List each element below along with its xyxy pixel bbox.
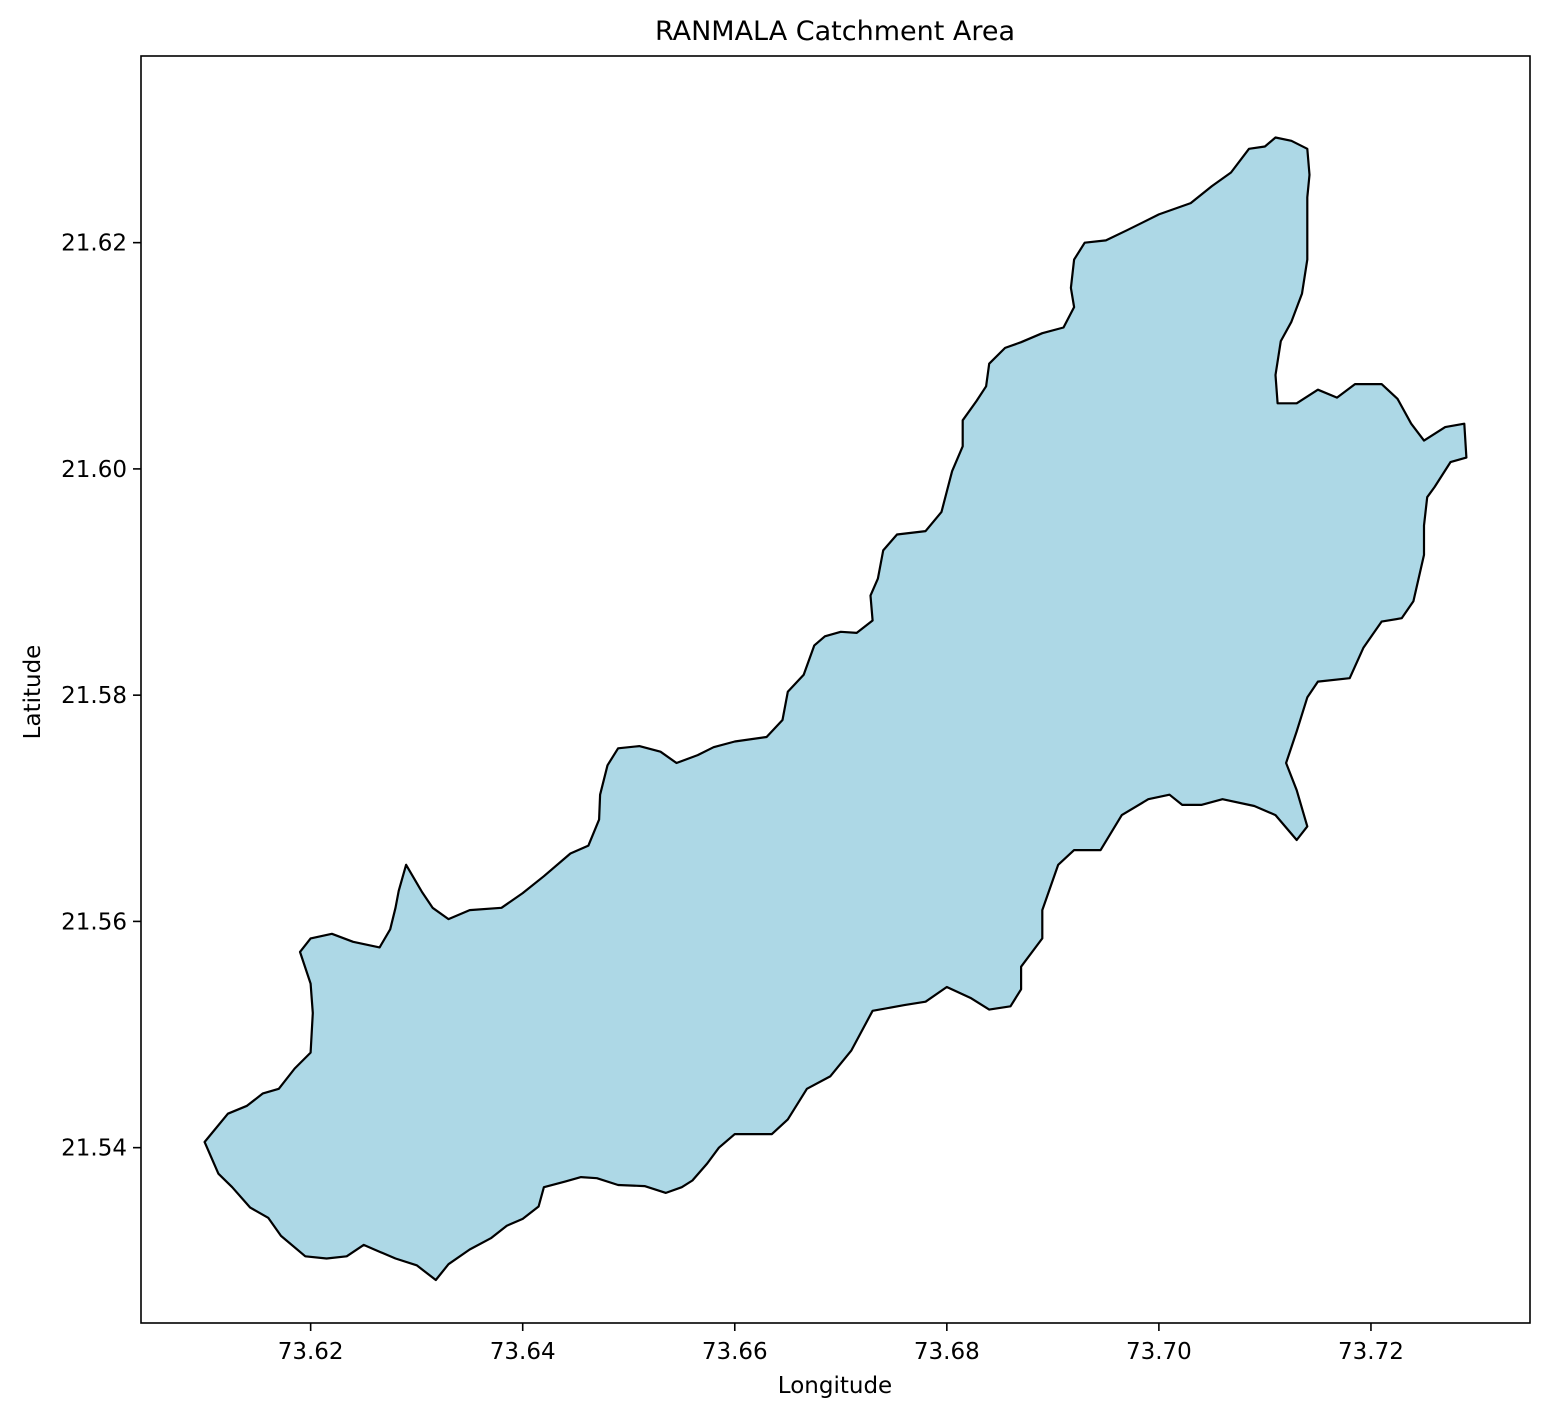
y-tick-label: 21.60 [61,457,127,483]
x-tick-label: 73.72 [1338,1339,1404,1365]
y-tick-label: 21.54 [61,1136,127,1162]
y-tick-label: 21.58 [61,683,127,709]
y-axis-label: Latitude [20,645,46,740]
y-axis-ticks: 21.54 21.56 21.58 21.60 21.62 [61,231,141,1162]
x-tick-label: 73.62 [278,1339,344,1365]
axes-frame [140,55,1531,1324]
y-tick-label: 21.62 [61,231,127,257]
x-axis-ticks: 73.62 73.64 73.66 73.68 73.70 73.72 [278,1323,1404,1365]
x-tick-label: 73.68 [914,1339,980,1365]
plot-area [140,55,1531,1324]
x-tick-label: 73.70 [1126,1339,1192,1365]
map-title: RANMALA Catchment Area [655,16,1015,47]
x-tick-label: 73.66 [702,1339,768,1365]
x-tick-label: 73.64 [490,1339,556,1365]
catchment-polygon [203,136,1468,1282]
x-axis-label: Longitude [778,1373,892,1399]
y-tick-label: 21.56 [61,909,127,935]
